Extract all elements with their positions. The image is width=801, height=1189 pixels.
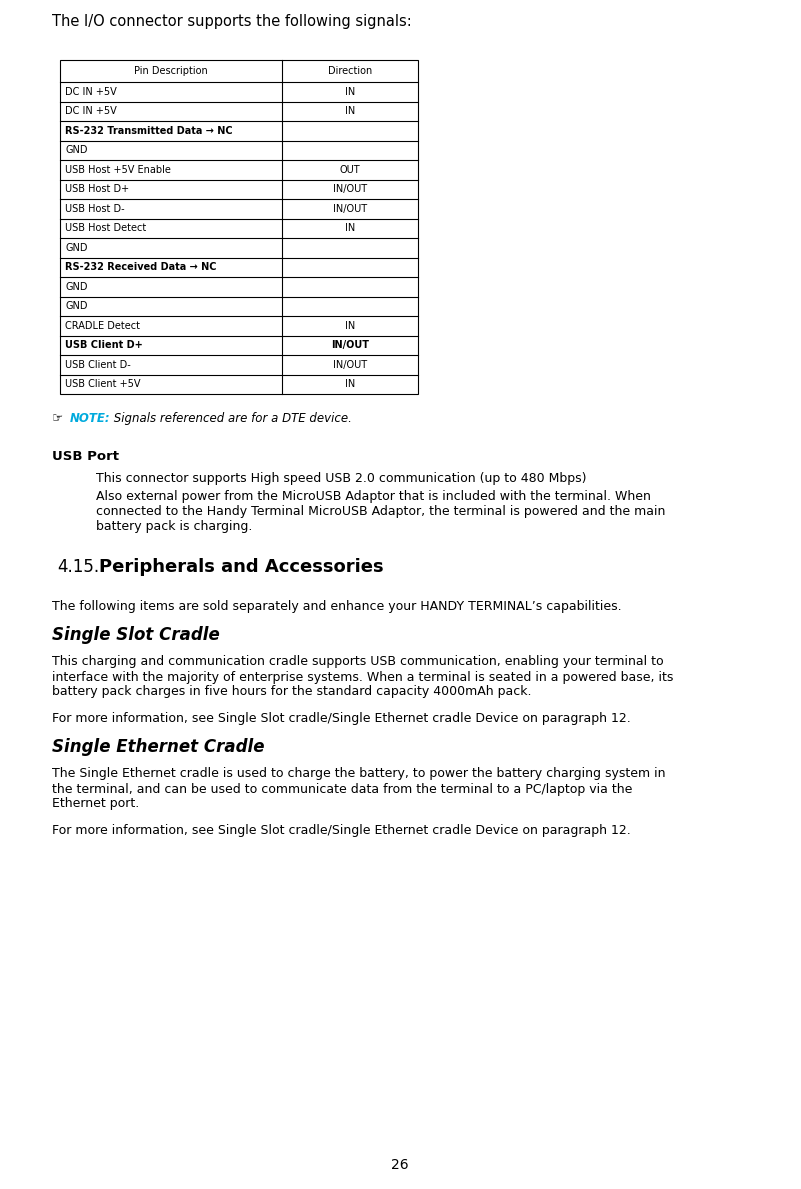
Text: USB Client D+: USB Client D+ <box>65 340 143 351</box>
Text: ☞: ☞ <box>52 413 63 424</box>
Text: The I/O connector supports the following signals:: The I/O connector supports the following… <box>52 14 412 29</box>
Text: NOTE:: NOTE: <box>70 413 111 424</box>
Text: IN: IN <box>345 379 355 389</box>
Text: Direction: Direction <box>328 67 372 76</box>
Text: GND: GND <box>65 301 87 312</box>
Text: IN/OUT: IN/OUT <box>333 203 367 214</box>
Text: Single Slot Cradle: Single Slot Cradle <box>52 625 219 643</box>
Text: USB Host Detect: USB Host Detect <box>65 224 147 233</box>
Text: For more information, see Single Slot cradle/Single Ethernet cradle Device on pa: For more information, see Single Slot cr… <box>52 824 630 837</box>
Text: GND: GND <box>65 282 87 291</box>
Text: RS-232 Received Data → NC: RS-232 Received Data → NC <box>65 263 216 272</box>
Text: USB Host D+: USB Host D+ <box>65 184 129 194</box>
Text: Pin Description: Pin Description <box>134 67 207 76</box>
Text: GND: GND <box>65 243 87 253</box>
Text: IN/OUT: IN/OUT <box>333 360 367 370</box>
Text: 26: 26 <box>391 1158 409 1172</box>
Text: IN: IN <box>345 321 355 331</box>
Text: CRADLE Detect: CRADLE Detect <box>65 321 140 331</box>
Text: The Single Ethernet cradle is used to charge the battery, to power the battery c: The Single Ethernet cradle is used to ch… <box>52 768 666 811</box>
Text: 4.15.: 4.15. <box>57 558 99 575</box>
Text: The following items are sold separately and enhance your HANDY TERMINAL’s capabi: The following items are sold separately … <box>52 600 622 614</box>
Text: Single Ethernet Cradle: Single Ethernet Cradle <box>52 737 264 755</box>
Text: USB Host D-: USB Host D- <box>65 203 125 214</box>
Text: GND: GND <box>65 145 87 156</box>
Text: This connector supports High speed USB 2.0 communication (up to 480 Mbps): This connector supports High speed USB 2… <box>96 472 586 485</box>
Text: IN: IN <box>345 87 355 96</box>
Text: Peripherals and Accessories: Peripherals and Accessories <box>99 558 384 575</box>
Text: IN: IN <box>345 106 355 117</box>
Text: OUT: OUT <box>340 165 360 175</box>
Text: RS-232 Transmitted Data → NC: RS-232 Transmitted Data → NC <box>65 126 232 136</box>
Text: IN/OUT: IN/OUT <box>331 340 369 351</box>
Text: USB Host +5V Enable: USB Host +5V Enable <box>65 165 171 175</box>
Text: This charging and communication cradle supports USB communication, enabling your: This charging and communication cradle s… <box>52 655 674 698</box>
Text: DC IN +5V: DC IN +5V <box>65 106 117 117</box>
Text: DC IN +5V: DC IN +5V <box>65 87 117 96</box>
Bar <box>60 59 418 394</box>
Text: For more information, see Single Slot cradle/Single Ethernet cradle Device on pa: For more information, see Single Slot cr… <box>52 712 630 725</box>
Text: IN/OUT: IN/OUT <box>333 184 367 194</box>
Text: USB Client +5V: USB Client +5V <box>65 379 140 389</box>
Text: USB Port: USB Port <box>52 449 119 463</box>
Text: Signals referenced are for a DTE device.: Signals referenced are for a DTE device. <box>110 413 352 424</box>
Text: Also external power from the MicroUSB Adaptor that is included with the terminal: Also external power from the MicroUSB Ad… <box>96 490 666 533</box>
Text: USB Client D-: USB Client D- <box>65 360 131 370</box>
Text: IN: IN <box>345 224 355 233</box>
